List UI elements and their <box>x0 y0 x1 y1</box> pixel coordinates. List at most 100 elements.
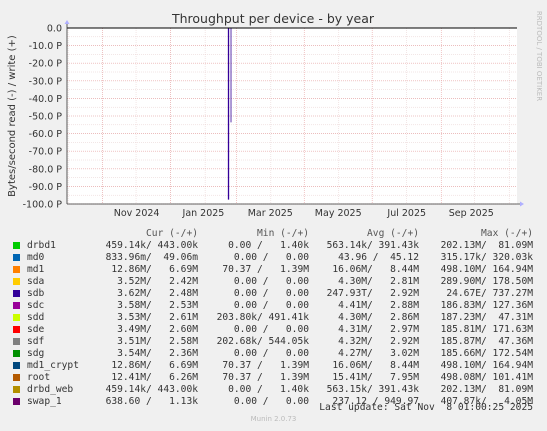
legend-min: 0.00 / 0.00 <box>233 396 309 407</box>
legend-avg: 4.27M/ 3.02M <box>338 348 419 359</box>
legend-swatch <box>13 350 20 357</box>
legend-swatch <box>13 326 20 333</box>
rrdtool-side-label: RRDTOOL / TOBI OETIKER <box>535 11 543 101</box>
y-tick-label: -100.0 P <box>23 200 63 211</box>
legend-row-sda: sda 3.52M/ 2.42M 0.00 / 0.00 4.30M/ 2.81M 28… <box>0 276 547 288</box>
legend-avg: 4.41M/ 2.88M <box>338 300 419 311</box>
legend-row-sdg: sdg 3.54M/ 2.36M 0.00 / 0.00 4.27M/ 3.02M 18… <box>0 348 547 360</box>
legend-name: md0 <box>27 252 45 263</box>
legend-name: sdb <box>27 288 45 299</box>
legend-max: 186.83M/ 127.36M <box>440 300 533 311</box>
legend-name: md1_crypt <box>27 360 79 371</box>
legend-rows: drbd1 459.14k/ 443.00k 0.00 / 1.40k 563.14k… <box>0 240 547 408</box>
y-tick-label: 0.0 <box>47 24 62 35</box>
x-tick-label: Mar 2025 <box>248 208 293 219</box>
x-tick-label: Sep 2025 <box>449 208 494 219</box>
y-tick-label: -30.0 P <box>29 76 63 87</box>
legend-max: 498.10M/ 164.94M <box>440 360 533 371</box>
legend-row-drbd_web: drbd_web 459.14k/ 443.00k 0.00 / 1.40k 563.… <box>0 384 547 396</box>
legend-min: 202.68k/ 544.05k <box>216 336 309 347</box>
legend-header: Cur (-/+) Min (-/+) Avg (-/+) Max (-/+) <box>0 228 547 240</box>
legend-max: 202.13M/ 81.09M <box>440 384 533 395</box>
legend-avg: 4.31M/ 2.97M <box>338 324 419 335</box>
x-axis-arrow <box>520 201 524 207</box>
legend-name: drbd_web <box>27 384 74 395</box>
legend-swatch <box>13 386 20 393</box>
legend-swatch <box>13 314 20 321</box>
legend-cur: 3.62M/ 2.48M <box>117 288 198 299</box>
legend-cur: 3.52M/ 2.42M <box>117 276 198 287</box>
x-tick-label: Nov 2024 <box>114 208 160 219</box>
legend-min: 70.37 / 1.39M <box>222 360 309 371</box>
legend-header-cur: Cur (-/+) <box>146 228 198 239</box>
x-tick-labels: Nov 2024 Jan 2025 Mar 2025 May 2025 Jul 2025… <box>114 208 494 219</box>
legend-min: 70.37 / 1.39M <box>222 372 309 383</box>
y-axis-label: Bytes/second read (-) / write (+) <box>7 35 18 197</box>
legend-avg: 4.30M/ 2.81M <box>338 276 419 287</box>
legend-avg: 563.15k/ 391.43k <box>326 384 419 395</box>
chart: Throughput per device - by year Bytes/se… <box>7 11 543 219</box>
legend-avg: 247.93T/ 2.92M <box>326 288 419 299</box>
legend-name: swap_1 <box>27 396 62 407</box>
chart-title: Throughput per device - by year <box>171 11 375 26</box>
footer-version: Munin 2.0.73 <box>250 415 297 423</box>
legend-swatch <box>13 254 20 261</box>
legend: Cur (-/+) Min (-/+) Avg (-/+) Max (-/+) … <box>0 228 547 408</box>
legend-avg: 563.14k/ 391.43k <box>326 240 419 251</box>
legend-row-sdd: sdd 3.53M/ 2.61M 203.80k/ 491.41k 4.30M/ 2.… <box>0 312 547 324</box>
legend-name: root <box>27 372 51 383</box>
y-tick-label: -10.0 P <box>29 41 63 52</box>
legend-max: 185.87M/ 47.36M <box>440 336 533 347</box>
axes <box>64 20 524 207</box>
x-tick-label: Jul 2025 <box>386 208 426 219</box>
legend-swatch <box>13 242 20 249</box>
legend-header-avg: Avg (-/+) <box>367 228 419 239</box>
legend-swatch <box>13 338 20 345</box>
legend-max: 498.10M/ 164.94M <box>440 264 533 275</box>
legend-min: 0.00 / 0.00 <box>233 324 309 335</box>
y-tick-label: -70.0 P <box>29 147 63 158</box>
legend-cur: 459.14k/ 443.00k <box>105 384 198 395</box>
legend-name: sda <box>27 276 45 287</box>
legend-max: 187.23M/ 47.31M <box>440 312 533 323</box>
y-tick-label: -60.0 P <box>29 129 63 140</box>
legend-swatch <box>13 302 20 309</box>
legend-min: 0.00 / 1.40k <box>228 240 309 251</box>
legend-name: sdf <box>27 336 45 347</box>
legend-avg: 4.30M/ 2.86M <box>338 312 419 323</box>
legend-cur: 12.86M/ 6.69M <box>111 264 198 275</box>
legend-swatch <box>13 362 20 369</box>
legend-name: drbd1 <box>27 240 56 251</box>
legend-row-swap_1: swap_1 638.60 / 1.13k 0.00 / 0.00 237.12 / … <box>0 396 547 408</box>
legend-max: 185.81M/ 171.63M <box>440 324 533 335</box>
legend-name: md1 <box>27 264 45 275</box>
legend-max: 498.08M/ 101.41M <box>440 372 533 383</box>
legend-min: 70.37 / 1.39M <box>222 264 309 275</box>
legend-cur: 3.54M/ 2.36M <box>117 348 198 359</box>
legend-min: 0.00 / 0.00 <box>233 300 309 311</box>
legend-min: 0.00 / 0.00 <box>233 348 309 359</box>
legend-max: 289.90M/ 178.50M <box>440 276 533 287</box>
grid <box>67 27 517 205</box>
legend-max: 24.67E/ 737.27M <box>446 288 533 299</box>
legend-min: 0.00 / 0.00 <box>233 276 309 287</box>
legend-swatch <box>13 290 20 297</box>
y-tick-labels: 0.0 -10.0 P -20.0 P -30.0 P -40.0 P -50.0 P -6… <box>23 24 63 211</box>
legend-min: 0.00 / 1.40k <box>228 384 309 395</box>
legend-cur: 3.49M/ 2.60M <box>117 324 198 335</box>
legend-avg: 43.96 / 45.12 <box>338 252 419 263</box>
legend-name: sdg <box>27 348 45 359</box>
x-tick-label: May 2025 <box>315 208 362 219</box>
legend-swatch <box>13 266 20 273</box>
last-update: Last update: Sat Nov 8 01:00:25 2025 <box>319 402 533 413</box>
legend-cur: 833.96m/ 49.06m <box>105 252 198 263</box>
y-axis-arrow <box>64 20 70 24</box>
legend-cur: 3.53M/ 2.61M <box>117 312 198 323</box>
legend-row-drbd1: drbd1 459.14k/ 443.00k 0.00 / 1.40k 563.14k… <box>0 240 547 252</box>
legend-swatch <box>13 374 20 381</box>
legend-avg: 4.32M/ 2.92M <box>338 336 419 347</box>
legend-cur: 12.41M/ 6.26M <box>111 372 198 383</box>
legend-avg: 237.12 / 949.97 <box>332 396 419 407</box>
legend-row-sdb: sdb 3.62M/ 2.48M 0.00 / 0.00 247.93T/ 2.92M… <box>0 288 547 300</box>
legend-cur: 3.58M/ 2.53M <box>117 300 198 311</box>
